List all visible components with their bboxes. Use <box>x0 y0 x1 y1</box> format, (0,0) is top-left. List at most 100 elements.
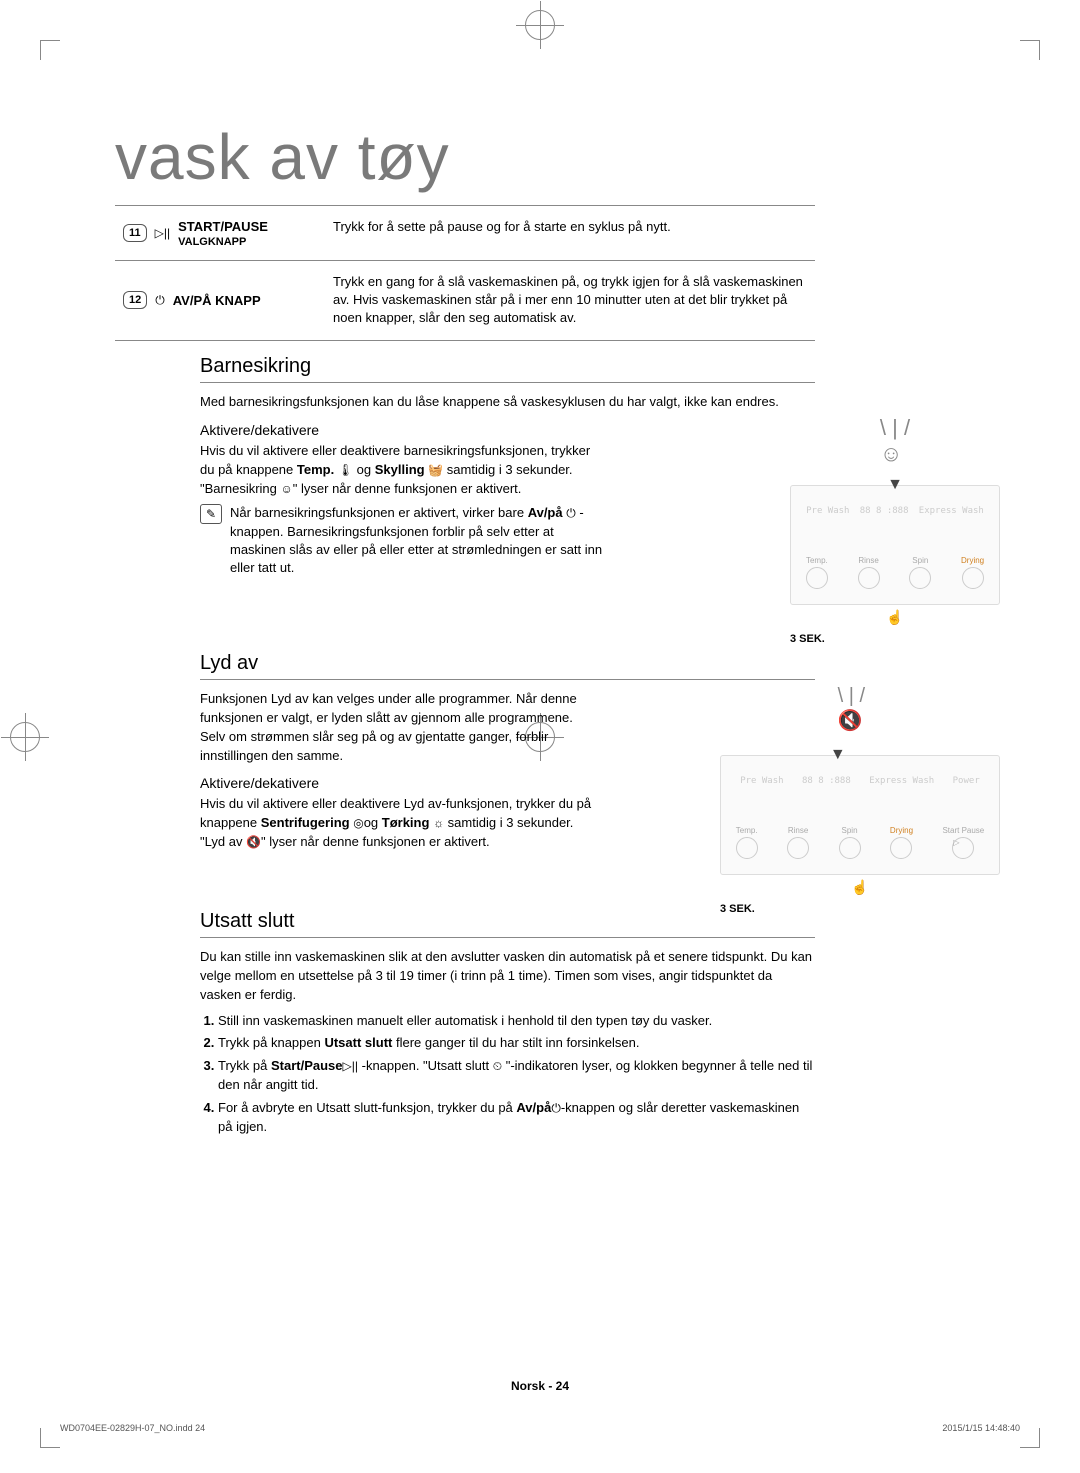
text: Still inn vaskemaskinen manuelt eller au… <box>218 1013 712 1028</box>
label: Temp. <box>806 556 828 565</box>
text: Barnesikring <box>205 481 277 496</box>
display-digits: 88 8 :888 <box>802 776 851 786</box>
section-title: Lyd av <box>200 652 815 680</box>
temp-label: Temp. <box>297 462 334 477</box>
spin-label: Sentrifugering <box>261 815 350 830</box>
temp-icon: 🌡 <box>338 463 353 477</box>
crop-mark <box>1020 1428 1040 1448</box>
subsection-title: Aktivere/dekativere <box>200 422 815 438</box>
crop-mark <box>1020 40 1040 60</box>
label: Drying <box>890 826 913 835</box>
label: Spin <box>842 826 858 835</box>
list-item: Trykk på Start/Pause▷|| -knappen. "Utsat… <box>218 1056 815 1095</box>
label: Temp. <box>736 826 758 835</box>
row-label: AV/PÅ KNAPP <box>173 293 261 308</box>
section-title: Utsatt slutt <box>200 910 815 938</box>
play-pause-icon: ▷|| <box>343 1059 358 1073</box>
table-row: 11 ▷|| START/PAUSE VALGKNAPP Trykk for å… <box>115 206 815 261</box>
steps-list: Still inn vaskemaskinen manuelt eller au… <box>200 1011 815 1137</box>
text: -knappen. " <box>358 1058 428 1073</box>
row-sublabel: VALGKNAPP <box>178 236 268 248</box>
label: Start Pause <box>942 826 984 835</box>
mute-icon: \ | /🔇 <box>838 685 865 733</box>
text: For å avbryte en Utsatt slutt-funksjon, … <box>218 1100 516 1115</box>
childlock-icon: ☺ <box>281 482 293 496</box>
text: og <box>353 462 375 477</box>
text: Start/Pause <box>271 1058 343 1073</box>
note: ✎ Når barnesikringsfunksjonen er aktiver… <box>200 504 815 577</box>
panel-mock: ▼ Pre Wash 88 8 :888 Express Wash Power … <box>720 755 1000 875</box>
row-header: 12 ⏻ AV/PÅ KNAPP <box>115 261 325 340</box>
label: Drying <box>961 556 984 565</box>
footer-timestamp: 2015/1/15 14:48:40 <box>942 1423 1020 1433</box>
registration-mark <box>525 10 555 40</box>
hand-icon: ☝ <box>851 879 868 896</box>
section-barnesikring: Barnesikring Med barnesikringsfunksjonen… <box>200 355 815 577</box>
text: " lyser når denne funksjonen er aktivert… <box>261 834 490 849</box>
power-icon: ⏻ <box>551 1101 561 1115</box>
crop-mark <box>40 1428 60 1448</box>
row-description: Trykk en gang for å slå vaskemaskinen på… <box>325 261 815 340</box>
hand-icon: ☝ <box>886 609 903 626</box>
crop-mark <box>40 40 60 60</box>
panel-display: Pre Wash 88 8 :888 Express Wash Power <box>731 776 989 786</box>
panel-display: Pre Wash 88 8 :888 Express Wash <box>801 506 989 516</box>
text: Utsatt slutt <box>324 1035 392 1050</box>
text: " lyser når denne funksjonen er aktivert… <box>293 481 522 496</box>
section-intro: Du kan stille inn vaskemaskinen slik at … <box>200 948 815 1005</box>
power-icon: ⏻ <box>155 293 165 308</box>
mute-icon: 🔇 <box>246 835 261 849</box>
panel-buttons: Temp. Rinse Spin Drying <box>791 556 999 589</box>
text: Lyd av <box>205 834 243 849</box>
section-title: Barnesikring <box>200 355 815 383</box>
drying-label: Tørking <box>382 815 430 830</box>
activate-text: Hvis du vil aktivere eller deaktivere ba… <box>200 442 600 499</box>
rinse-icon: 🧺 <box>428 463 443 477</box>
list-item: For å avbryte en Utsatt slutt-funksjon, … <box>218 1098 815 1137</box>
label: Express Wash <box>919 506 984 516</box>
list-item: Still inn vaskemaskinen manuelt eller au… <box>218 1011 815 1031</box>
row-number: 12 <box>123 291 147 309</box>
control-panel-illustration: \ | /☺ ▼ Pre Wash 88 8 :888 Express Wash… <box>790 450 1000 630</box>
row-label: START/PAUSE <box>178 219 268 234</box>
text: Av/på <box>528 505 563 520</box>
page-title: vask av tøy <box>115 120 450 194</box>
arrow-icon: ▼ <box>887 476 903 494</box>
arrow-icon: ▼ <box>830 746 846 764</box>
row-header: 11 ▷|| START/PAUSE VALGKNAPP <box>115 206 325 260</box>
label: Pre Wash <box>740 776 783 786</box>
table-row: 12 ⏻ AV/PÅ KNAPP Trykk en gang for å slå… <box>115 261 815 341</box>
page-footer: Norsk - 24 <box>511 1379 569 1393</box>
label: Pre Wash <box>806 506 849 516</box>
text: Utsatt slutt <box>428 1058 489 1073</box>
label: Rinse <box>788 826 808 835</box>
note-icon: ✎ <box>200 504 222 524</box>
panel-caption: 3 SEK. <box>790 633 1000 645</box>
clock-icon: ⏲ <box>493 1059 502 1073</box>
display-digits: 88 8 :888 <box>860 506 909 516</box>
label: Power <box>953 776 980 786</box>
play-pause-icon: ▷|| <box>155 226 170 240</box>
drying-icon: ☼ <box>433 816 444 830</box>
childlock-icon: \ | /☺ <box>880 415 910 467</box>
footer-filename: WD0704EE-02829H-07_NO.indd 24 <box>60 1423 205 1433</box>
section-utsatt: Utsatt slutt Du kan stille inn vaskemask… <box>200 910 815 1140</box>
text: Trykk på <box>218 1058 271 1073</box>
row-description: Trykk for å sette på pause og for å star… <box>325 206 815 260</box>
spin-icon: ◎ <box>353 816 363 830</box>
label: Rinse <box>858 556 878 565</box>
panel-buttons: Temp. Rinse Spin Drying Start Pause▷ <box>721 826 999 859</box>
label: Express Wash <box>869 776 934 786</box>
panel-mock: ▼ Pre Wash 88 8 :888 Express Wash Temp. … <box>790 485 1000 605</box>
control-panel-illustration: \ | /🔇 ▼ Pre Wash 88 8 :888 Express Wash… <box>720 720 1000 900</box>
power-icon: ⏻ <box>566 506 576 520</box>
note-text: Når barnesikringsfunksjonen er aktivert,… <box>230 504 610 577</box>
section-intro: Med barnesikringsfunksjonen kan du låse … <box>200 393 815 412</box>
list-item: Trykk på knappen Utsatt slutt flere gang… <box>218 1033 815 1053</box>
label: Spin <box>912 556 928 565</box>
text: og <box>364 815 382 830</box>
section-intro: Funksjonen Lyd av kan velges under alle … <box>200 690 600 765</box>
controls-table: 11 ▷|| START/PAUSE VALGKNAPP Trykk for å… <box>115 205 815 341</box>
text: flere ganger til du har stilt inn forsin… <box>392 1035 639 1050</box>
text: Av/på <box>516 1100 551 1115</box>
